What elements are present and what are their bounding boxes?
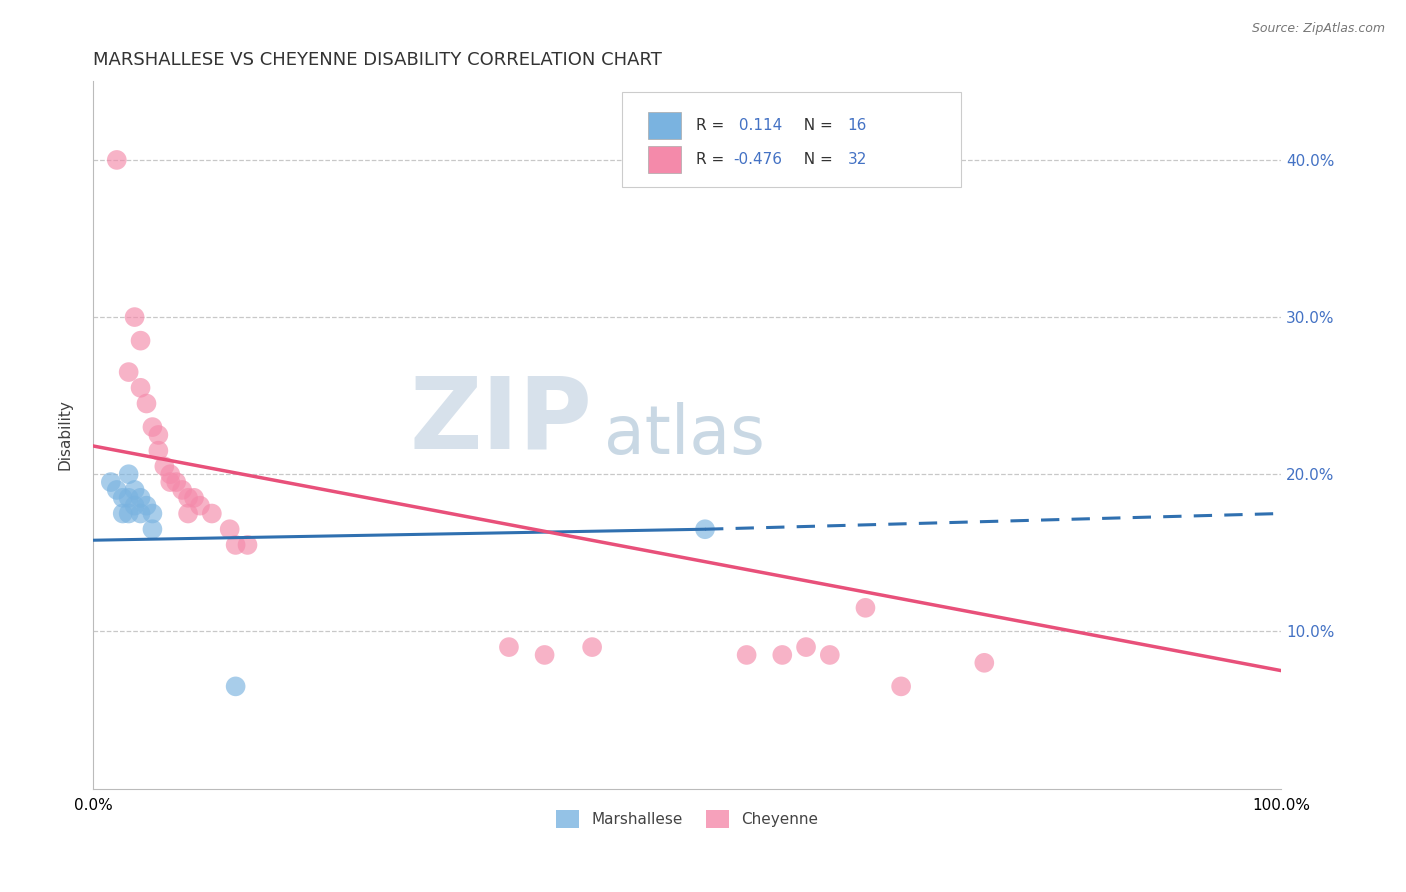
Point <box>135 396 157 410</box>
Point <box>818 648 841 662</box>
Text: R =: R = <box>696 119 728 134</box>
Text: Source: ZipAtlas.com: Source: ZipAtlas.com <box>1251 22 1385 36</box>
Point <box>118 491 141 505</box>
Point <box>118 507 141 521</box>
Point <box>183 491 205 505</box>
Y-axis label: Disability: Disability <box>58 400 72 470</box>
Point <box>100 475 122 489</box>
Point <box>225 538 247 552</box>
Point <box>111 507 134 521</box>
Text: -0.476: -0.476 <box>734 152 783 167</box>
Text: ZIP: ZIP <box>409 372 592 469</box>
Point <box>735 648 758 662</box>
Point <box>124 483 146 497</box>
Point <box>159 467 181 482</box>
Text: MARSHALLESE VS CHEYENNE DISABILITY CORRELATION CHART: MARSHALLESE VS CHEYENNE DISABILITY CORRE… <box>93 51 662 69</box>
Point <box>172 483 194 497</box>
Point <box>141 420 163 434</box>
Point <box>124 310 146 324</box>
Point <box>855 600 877 615</box>
Point <box>153 459 176 474</box>
Point <box>118 467 141 482</box>
Text: atlas: atlas <box>605 402 765 468</box>
FancyBboxPatch shape <box>648 145 682 172</box>
Legend: Marshallese, Cheyenne: Marshallese, Cheyenne <box>550 804 824 834</box>
Point <box>124 499 146 513</box>
Point <box>141 522 163 536</box>
Point <box>225 679 247 693</box>
Point <box>581 640 603 654</box>
Point <box>890 679 912 693</box>
FancyBboxPatch shape <box>648 112 682 139</box>
Point <box>770 648 793 662</box>
Point <box>188 499 211 513</box>
Text: N =: N = <box>794 152 838 167</box>
Point <box>129 334 152 348</box>
Text: R =: R = <box>696 152 728 167</box>
Text: 16: 16 <box>848 119 868 134</box>
Point <box>498 640 520 654</box>
Point <box>129 491 152 505</box>
Point <box>105 483 128 497</box>
Point <box>973 656 995 670</box>
Point <box>111 491 134 505</box>
Point <box>148 443 170 458</box>
Point <box>693 522 716 536</box>
Point <box>177 491 200 505</box>
Point <box>159 475 181 489</box>
Point <box>129 381 152 395</box>
Point <box>201 507 224 521</box>
Point <box>129 507 152 521</box>
Point <box>105 153 128 167</box>
Point <box>794 640 817 654</box>
Text: 32: 32 <box>848 152 868 167</box>
Text: N =: N = <box>794 119 838 134</box>
Point <box>218 522 240 536</box>
Point <box>236 538 259 552</box>
Point <box>141 507 163 521</box>
FancyBboxPatch shape <box>621 92 960 187</box>
Point <box>118 365 141 379</box>
Point <box>177 507 200 521</box>
Point <box>165 475 187 489</box>
Text: 0.114: 0.114 <box>734 119 782 134</box>
Point <box>135 499 157 513</box>
Point <box>148 428 170 442</box>
Point <box>533 648 555 662</box>
